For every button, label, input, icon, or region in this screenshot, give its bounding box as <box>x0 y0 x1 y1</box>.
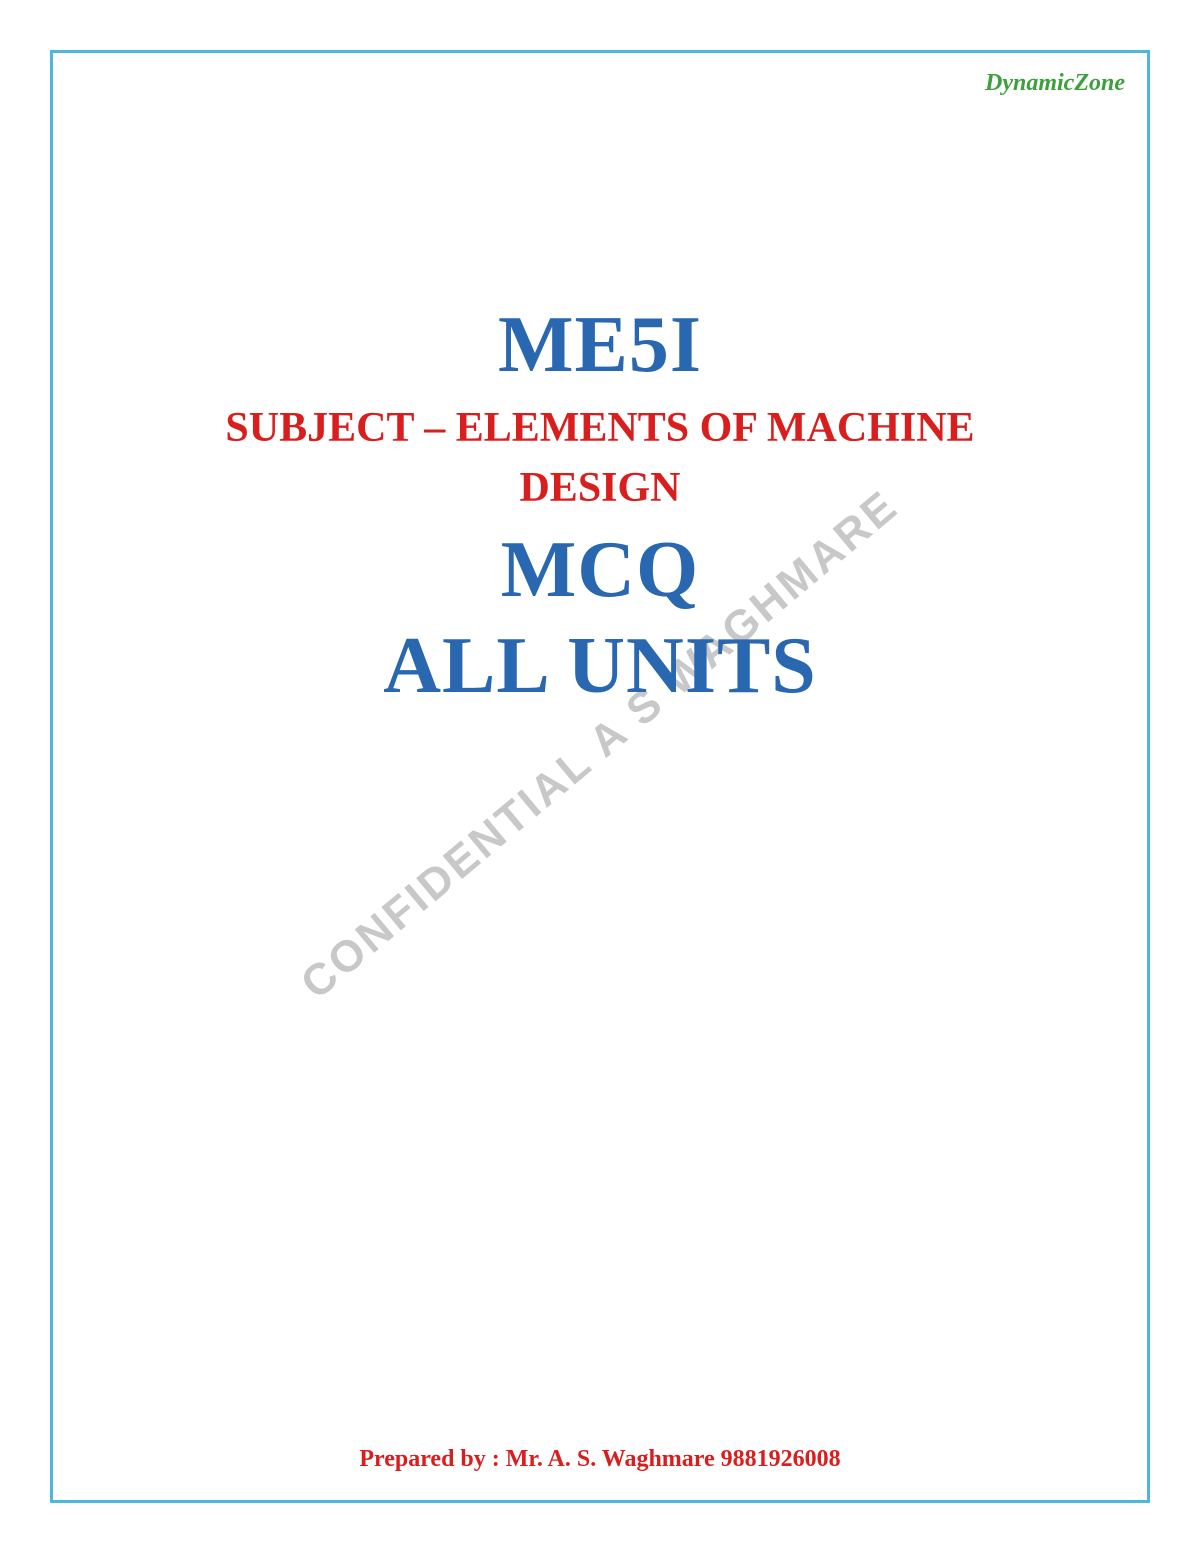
subject-line-2: DESIGN <box>50 461 1150 516</box>
units-title: ALL UNITS <box>50 621 1150 712</box>
mcq-title: MCQ <box>50 525 1150 616</box>
subject-line-1: SUBJECT – ELEMENTS OF MACHINE <box>50 401 1150 456</box>
page-border <box>50 50 1150 1503</box>
main-content: ME5I SUBJECT – ELEMENTS OF MACHINE DESIG… <box>50 300 1150 712</box>
footer-prepared-by: Prepared by : Mr. A. S. Waghmare 9881926… <box>50 1446 1150 1473</box>
course-code-title: ME5I <box>50 300 1150 391</box>
brand-label: DynamicZone <box>985 70 1125 97</box>
